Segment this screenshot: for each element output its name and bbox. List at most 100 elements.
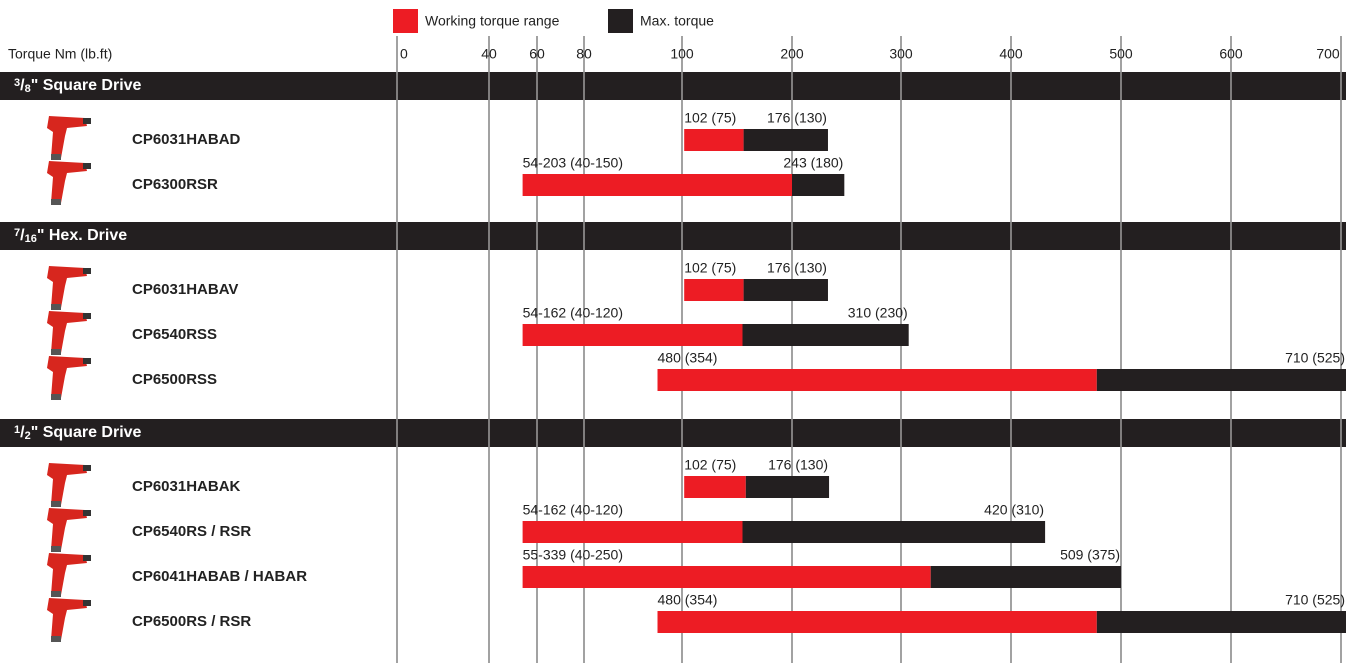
range-label: 54-162 (40-120) — [523, 502, 623, 518]
max-label: 243 (180) — [783, 155, 843, 171]
max-bar — [1096, 369, 1346, 391]
icon-base — [51, 636, 61, 642]
section-title: 3/8" Square Drive — [14, 77, 142, 95]
max-bar — [742, 324, 909, 346]
section-numerator: 1 — [14, 424, 20, 436]
product-name: CP6031HABAV — [132, 281, 238, 298]
icon-tip — [83, 555, 91, 561]
icon-body — [47, 266, 87, 308]
range-label: 102 (75) — [684, 110, 736, 126]
max-bar — [743, 129, 828, 151]
section-denominator: 2 — [25, 430, 31, 442]
max-label: 420 (310) — [984, 502, 1044, 518]
legend-swatch — [393, 9, 418, 33]
max-bar — [792, 174, 845, 196]
icon-body — [47, 463, 87, 505]
x-tick-label: 700 — [1316, 46, 1340, 62]
icon-base — [51, 394, 61, 400]
working-bar — [657, 611, 1097, 633]
range-label: 102 (75) — [684, 457, 736, 473]
icon-tip — [83, 163, 91, 169]
section-slash: / — [20, 424, 25, 441]
icon-base — [51, 591, 61, 597]
max-label: 509 (375) — [1060, 547, 1120, 563]
icon-body — [47, 311, 87, 353]
axis-label: Torque Nm (lb.ft) — [8, 46, 112, 62]
product-name: CP6540RS / RSR — [132, 523, 251, 540]
icon-base — [51, 199, 61, 205]
icon-tip — [83, 510, 91, 516]
range-label: 54-203 (40-150) — [523, 155, 623, 171]
icon-tip — [83, 268, 91, 274]
working-bar — [684, 129, 744, 151]
icon-tip — [83, 465, 91, 471]
section-band — [0, 222, 1346, 250]
icon-tip — [83, 313, 91, 319]
legend-label: Max. torque — [640, 13, 714, 29]
working-bar — [522, 324, 743, 346]
range-label: 54-162 (40-120) — [523, 305, 623, 321]
working-bar — [657, 369, 1097, 391]
product-name: CP6300RSR — [132, 176, 218, 193]
icon-body — [47, 161, 87, 203]
working-bar — [684, 476, 746, 498]
section-title: 1/2" Square Drive — [14, 424, 142, 442]
legend-label: Working torque range — [425, 13, 560, 29]
product-icon — [47, 311, 91, 355]
section-denominator: 16 — [25, 233, 37, 245]
icon-tip — [83, 358, 91, 364]
icon-body — [47, 508, 87, 550]
range-label: 480 (354) — [658, 350, 718, 366]
product-icon — [47, 598, 91, 642]
icon-base — [51, 501, 61, 507]
max-bar — [930, 566, 1121, 588]
max-bar — [1096, 611, 1346, 633]
section-numerator: 7 — [14, 227, 20, 239]
working-bar — [522, 174, 792, 196]
icon-body — [47, 553, 87, 595]
product-name: CP6540RSS — [132, 326, 217, 343]
section-label: " Hex. Drive — [37, 227, 127, 244]
working-bar — [522, 521, 743, 543]
working-bar — [684, 279, 744, 301]
product-name: CP6500RS / RSR — [132, 613, 251, 630]
product-icon — [47, 116, 91, 160]
icon-base — [51, 304, 61, 310]
max-bar — [743, 279, 828, 301]
icon-body — [47, 598, 87, 640]
max-label: 176 (130) — [767, 110, 827, 126]
max-bar — [745, 476, 830, 498]
product-name: CP6031HABAK — [132, 478, 241, 495]
max-label: 176 (130) — [768, 457, 828, 473]
icon-base — [51, 349, 61, 355]
section-slash: / — [20, 77, 25, 94]
icon-base — [51, 154, 61, 160]
max-bar — [742, 521, 1046, 543]
section-label: " Square Drive — [31, 77, 142, 94]
section-title: 7/16" Hex. Drive — [14, 227, 127, 245]
range-label: 102 (75) — [684, 260, 736, 276]
product-icon — [47, 161, 91, 205]
product-icon — [47, 463, 91, 507]
icon-body — [47, 116, 87, 158]
max-label: 710 (525) — [1285, 592, 1345, 608]
x-tick-label: 0 — [400, 46, 408, 62]
max-label: 710 (525) — [1285, 350, 1345, 366]
product-icon — [47, 508, 91, 552]
range-label: 480 (354) — [658, 592, 718, 608]
section-numerator: 3 — [14, 77, 20, 89]
icon-tip — [83, 118, 91, 124]
product-name: CP6041HABAB / HABAR — [132, 568, 307, 585]
product-name: CP6500RSS — [132, 371, 217, 388]
max-label: 310 (230) — [848, 305, 908, 321]
section-denominator: 8 — [25, 83, 31, 95]
icon-base — [51, 546, 61, 552]
section-slash: / — [20, 227, 25, 244]
icon-body — [47, 356, 87, 398]
section-band — [0, 419, 1346, 447]
product-icon — [47, 356, 91, 400]
section-label: " Square Drive — [31, 424, 142, 441]
product-name: CP6031HABAD — [132, 131, 241, 148]
product-icon — [47, 266, 91, 310]
